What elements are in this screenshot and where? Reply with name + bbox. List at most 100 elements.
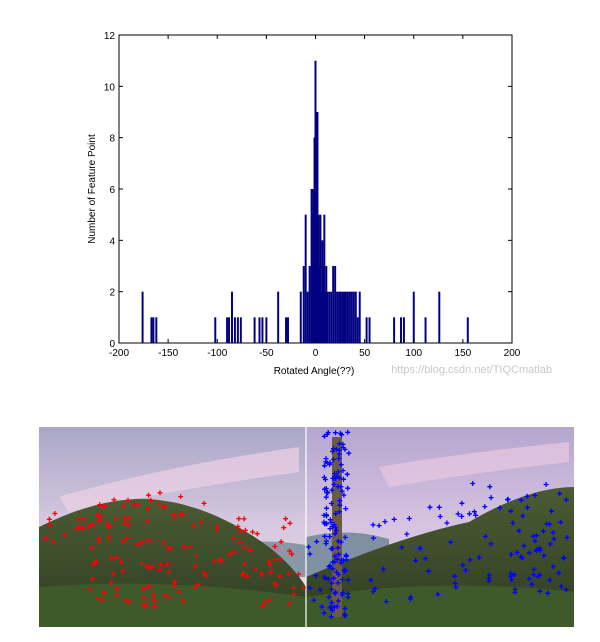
feature-marker bbox=[540, 528, 546, 534]
feature-marker bbox=[81, 516, 87, 522]
feature-marker bbox=[339, 488, 345, 494]
feature-marker bbox=[145, 538, 151, 544]
feature-marker bbox=[97, 517, 102, 523]
feature-marker bbox=[214, 527, 220, 533]
feature-marker bbox=[372, 586, 378, 592]
feature-marker bbox=[550, 564, 556, 569]
feature-marker bbox=[370, 589, 376, 594]
feature-marker bbox=[558, 583, 564, 589]
feature-marker bbox=[467, 557, 473, 563]
feature-marker bbox=[300, 585, 306, 590]
histogram-bar bbox=[141, 291, 144, 343]
feature-marker bbox=[345, 429, 351, 435]
feature-marker bbox=[537, 588, 543, 594]
feature-marker bbox=[80, 526, 86, 532]
feature-marker bbox=[322, 575, 328, 581]
y-axis-label: Number of Feature Point bbox=[87, 134, 98, 244]
feature-marker bbox=[321, 433, 327, 439]
feature-marker bbox=[547, 577, 553, 583]
feature-marker bbox=[291, 585, 297, 591]
feature-marker bbox=[250, 529, 256, 535]
feature-marker bbox=[333, 525, 338, 531]
feature-marker bbox=[338, 539, 344, 545]
feature-marker bbox=[125, 523, 131, 528]
feature-marker bbox=[343, 506, 349, 512]
feature-marker bbox=[323, 541, 329, 547]
feature-marker bbox=[531, 567, 537, 572]
feature-marker bbox=[452, 580, 458, 586]
histogram-bar bbox=[350, 291, 353, 343]
histogram-bar bbox=[352, 291, 355, 343]
feature-marker bbox=[241, 516, 247, 522]
feature-marker bbox=[332, 471, 337, 477]
feature-marker bbox=[341, 476, 346, 482]
x-tick-label: -50 bbox=[259, 348, 274, 359]
feature-marker bbox=[239, 572, 245, 578]
feature-marker bbox=[334, 473, 340, 479]
histogram-bar bbox=[265, 317, 268, 343]
feature-marker bbox=[327, 605, 333, 610]
feature-marker bbox=[399, 544, 405, 550]
feature-marker bbox=[333, 430, 338, 436]
feature-marker bbox=[508, 552, 514, 557]
feature-marker bbox=[172, 579, 178, 585]
feature-marker bbox=[74, 526, 80, 531]
feature-marker bbox=[171, 515, 177, 521]
feature-marker bbox=[178, 511, 184, 517]
feature-marker bbox=[342, 613, 348, 619]
feature-marker bbox=[391, 516, 397, 522]
feature-marker bbox=[563, 497, 569, 503]
histogram-bar bbox=[299, 291, 302, 343]
feature-marker bbox=[497, 505, 503, 511]
right-feature-markers bbox=[306, 429, 570, 620]
feature-marker bbox=[194, 553, 200, 558]
photo-svg bbox=[39, 427, 574, 627]
feature-marker bbox=[331, 482, 337, 487]
feature-marker bbox=[266, 558, 272, 564]
feature-marker bbox=[521, 543, 527, 549]
feature-marker bbox=[212, 559, 217, 564]
x-tick-label: -200 bbox=[109, 348, 129, 359]
feature-marker bbox=[283, 516, 289, 522]
histogram-bar bbox=[233, 317, 236, 343]
feature-marker bbox=[332, 604, 337, 610]
feature-marker bbox=[530, 533, 536, 539]
feature-marker bbox=[242, 527, 248, 533]
feature-marker bbox=[331, 575, 337, 581]
x-tick-label: 50 bbox=[359, 348, 371, 359]
feature-marker bbox=[444, 520, 450, 526]
feature-marker bbox=[370, 535, 376, 541]
feature-marker bbox=[406, 516, 412, 521]
feature-marker bbox=[253, 566, 259, 572]
feature-marker bbox=[413, 558, 419, 564]
y-tick-group: 0 2 4 6 8 10 12 bbox=[104, 31, 512, 350]
feature-marker bbox=[149, 564, 155, 569]
feature-marker bbox=[486, 578, 492, 584]
feature-marker bbox=[327, 534, 333, 540]
histogram-bar bbox=[424, 317, 427, 343]
feature-marker bbox=[90, 576, 95, 582]
y-tick-label: 0 bbox=[109, 339, 115, 350]
feature-marker bbox=[227, 552, 233, 558]
feature-marker bbox=[319, 604, 325, 610]
feature-marker bbox=[198, 519, 204, 525]
feature-marker bbox=[113, 516, 119, 522]
feature-marker bbox=[143, 563, 149, 569]
histogram-bar bbox=[312, 189, 315, 343]
feature-marker bbox=[326, 564, 332, 570]
feature-marker bbox=[326, 594, 332, 600]
feature-marker bbox=[370, 522, 376, 528]
feature-marker bbox=[329, 580, 335, 586]
feature-marker bbox=[330, 566, 336, 572]
histogram-bar bbox=[236, 317, 239, 343]
feature-marker bbox=[336, 509, 342, 515]
feature-marker bbox=[337, 502, 343, 508]
feature-marker bbox=[181, 598, 186, 604]
feature-marker bbox=[323, 494, 329, 500]
feature-marker bbox=[134, 542, 140, 548]
feature-marker bbox=[120, 568, 125, 574]
feature-marker bbox=[328, 519, 334, 525]
histogram-bar bbox=[150, 317, 153, 343]
feature-marker bbox=[332, 591, 338, 596]
feature-marker bbox=[529, 581, 535, 587]
